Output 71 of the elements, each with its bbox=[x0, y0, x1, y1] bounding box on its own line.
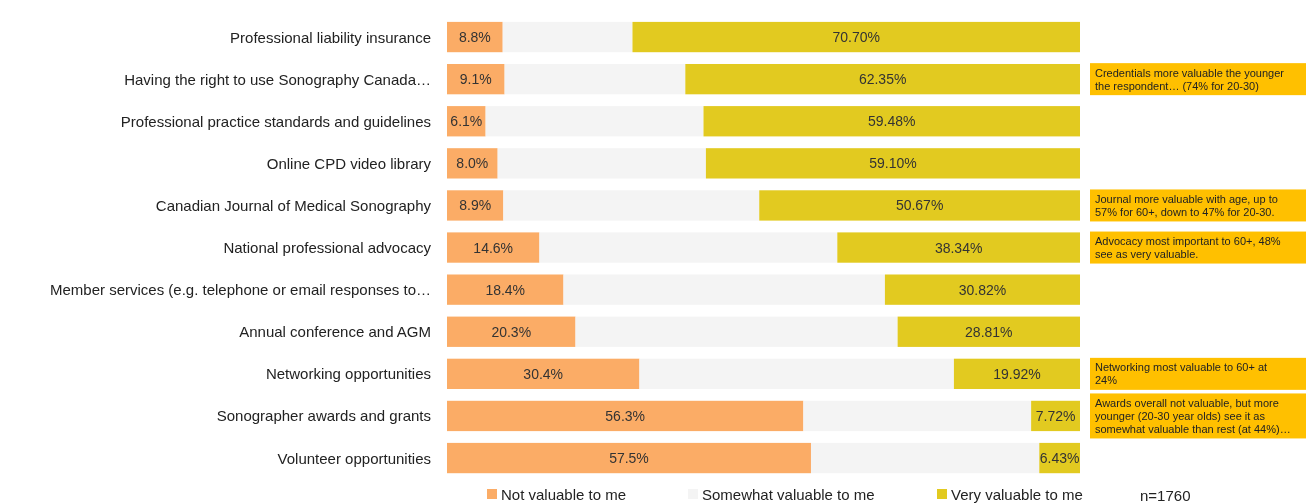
data-label: 18.4% bbox=[485, 281, 526, 298]
data-label: 8.0% bbox=[456, 155, 489, 172]
bar bbox=[953, 358, 1080, 390]
data-label: 57.5% bbox=[609, 450, 649, 467]
y-tick-label: Canadian Journal of Medical Sonography bbox=[155, 196, 432, 214]
bar bbox=[447, 190, 504, 221]
text: Journal more valuable with age, up to 57% for 60+, down to 47% for 20-30. bbox=[1095, 192, 1278, 218]
bar bbox=[705, 148, 1080, 179]
bar bbox=[685, 63, 1080, 95]
y-tick-label: Member services (e.g. telephone or email responses to… bbox=[49, 281, 431, 299]
legend-label: Somewhat valuable to me bbox=[702, 485, 875, 503]
data-label: 20.3% bbox=[491, 323, 532, 340]
data-label: 59.48% bbox=[868, 113, 916, 130]
data-label: 14.6% bbox=[473, 239, 514, 256]
data-label: 30.82% bbox=[958, 281, 1007, 298]
y-tick-label: Professional liability insurance bbox=[230, 28, 431, 46]
data-label: 9.1% bbox=[459, 71, 492, 88]
bar bbox=[563, 274, 885, 305]
text: Networking most valuable to 60+ at 24% bbox=[1095, 361, 1268, 387]
bar bbox=[447, 442, 811, 474]
bar bbox=[447, 358, 640, 390]
bar bbox=[447, 232, 540, 263]
bar bbox=[447, 400, 804, 432]
text: Credentials more valuable the younger the respondent… (74% for 20-30) bbox=[1095, 66, 1285, 92]
bar bbox=[575, 316, 898, 347]
bar bbox=[539, 232, 838, 263]
data-label: 8.8% bbox=[458, 29, 491, 46]
data-label: 7.72% bbox=[1035, 407, 1076, 424]
y-tick-label: Annual conference and AGM bbox=[239, 323, 431, 341]
data-label: 70.70% bbox=[832, 29, 880, 46]
data-label: 28.81% bbox=[965, 323, 1013, 340]
data-label: 62.35% bbox=[858, 71, 907, 88]
bar bbox=[503, 190, 760, 221]
data-label: 30.4% bbox=[523, 365, 564, 382]
legend-label: Very valuable to me bbox=[951, 485, 1083, 503]
y-tick-label: Professional practice standards and guidelines bbox=[120, 112, 431, 130]
y-tick-label: Sonographer awards and grants bbox=[216, 407, 431, 425]
data-label: 50.67% bbox=[895, 197, 944, 214]
bar bbox=[803, 400, 1032, 432]
y-tick-label: National professional advocacy bbox=[223, 239, 432, 257]
y-tick-label: Networking opportunities bbox=[265, 365, 431, 383]
bar bbox=[639, 358, 954, 390]
text: Awards overall not valuable, but more younger (20-30 year olds) see it as somewhat valuable than rest (at 44%)… bbox=[1095, 396, 1291, 435]
y-tick-label: Having the right to use Sonography Canada… bbox=[124, 70, 431, 88]
bar bbox=[497, 148, 706, 179]
bar bbox=[810, 442, 1040, 474]
data-label: 38.34% bbox=[934, 239, 983, 256]
bar bbox=[447, 63, 505, 95]
bar bbox=[447, 274, 564, 305]
text: Advocacy most important to 60+, 48% see as very valuable. bbox=[1095, 235, 1281, 261]
bar bbox=[759, 190, 1080, 221]
data-label: 19.92% bbox=[993, 365, 1041, 382]
bar bbox=[447, 148, 498, 179]
legend-label: Not valuable to me bbox=[501, 485, 627, 503]
data-label: 6.43% bbox=[1039, 450, 1080, 467]
bar bbox=[504, 63, 686, 95]
data-label: 59.10% bbox=[869, 155, 917, 172]
bar bbox=[447, 316, 576, 347]
y-tick-label: Volunteer opportunities bbox=[277, 449, 431, 467]
text: n=1760 bbox=[1140, 486, 1191, 504]
data-label: 56.3% bbox=[605, 407, 646, 424]
bar bbox=[502, 21, 633, 53]
bar bbox=[884, 274, 1080, 305]
data-label: 6.1% bbox=[450, 113, 483, 130]
y-tick-label: Online CPD video library bbox=[266, 154, 432, 172]
bar bbox=[703, 106, 1080, 137]
bar bbox=[837, 232, 1080, 263]
bar bbox=[632, 21, 1080, 53]
bar bbox=[897, 316, 1080, 347]
bar bbox=[485, 106, 704, 137]
data-label: 8.9% bbox=[459, 197, 492, 214]
